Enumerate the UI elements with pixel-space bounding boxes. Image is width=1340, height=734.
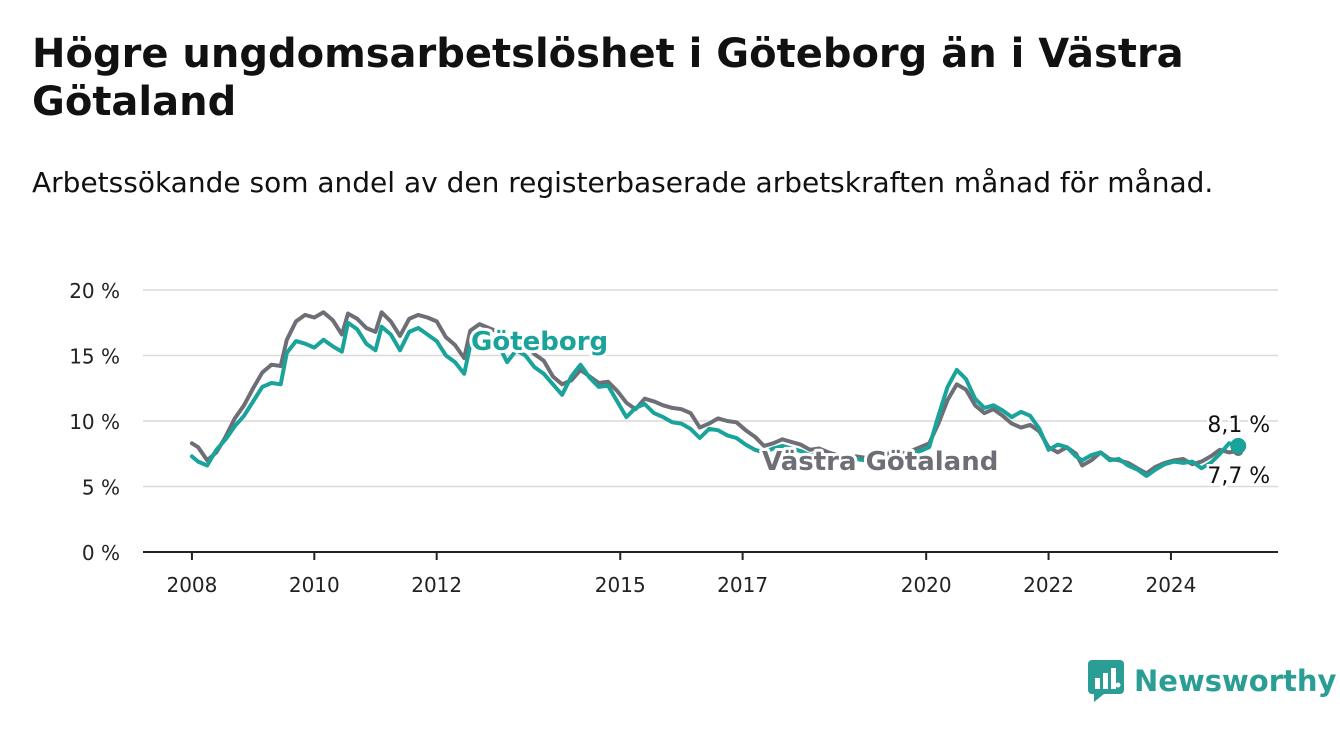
x-axis-tick-labels: 2008 2010 2012 2015 2017 2020 2022 2024: [166, 552, 1196, 597]
x-tick-label: 2024: [1145, 573, 1196, 597]
x-tick-label: 2022: [1023, 573, 1074, 597]
end-value-label-v-stra-g-taland: 7,7 %: [1207, 464, 1270, 489]
series-labels: Västra Götaland Göteborg 7,7 % 8,1 %: [468, 324, 1273, 492]
chart-title: Högre ungdomsarbetslöshet i Göteborg än …: [32, 31, 1184, 125]
series-label-g-teborg: Göteborg: [471, 327, 608, 357]
end-marker-g-teborg: [1230, 437, 1247, 454]
y-tick-label: 0 %: [82, 541, 120, 565]
y-tick-label: 5 %: [82, 476, 120, 500]
x-tick-label: 2017: [717, 573, 768, 597]
line-chart: 0 %5 %10 %15 %20 % 2008 2010 2012 2015 2017 2…: [69, 279, 1278, 597]
newsworthy-logo-icon: [1088, 660, 1124, 702]
x-tick-label: 2020: [901, 573, 952, 597]
series-line-v-stra-g-taland: [189, 310, 1241, 476]
series-lines: [189, 310, 1241, 478]
end-value-label-g-teborg: 8,1 %: [1207, 413, 1270, 438]
brand-name: Newsworthy: [1134, 664, 1337, 698]
y-tick-label: 20 %: [69, 279, 120, 303]
grid-lines: [143, 289, 1278, 488]
series-label-v-stra-g-taland: Västra Götaland: [762, 447, 998, 477]
chart-subtitle: Arbetssökande som andel av den registerb…: [32, 166, 1214, 199]
x-tick-label: 2012: [411, 573, 462, 597]
x-tick-label: 2008: [166, 573, 217, 597]
x-tick-label: 2015: [595, 573, 646, 597]
y-tick-label: 10 %: [69, 410, 120, 434]
x-tick-label: 2010: [289, 573, 340, 597]
y-tick-label: 15 %: [69, 345, 120, 369]
brand: Newsworthy: [1088, 660, 1336, 702]
y-axis-tick-labels: 0 % 5 % 10 % 15 % 20 %: [69, 279, 120, 565]
series-line-g-teborg: [189, 320, 1241, 478]
